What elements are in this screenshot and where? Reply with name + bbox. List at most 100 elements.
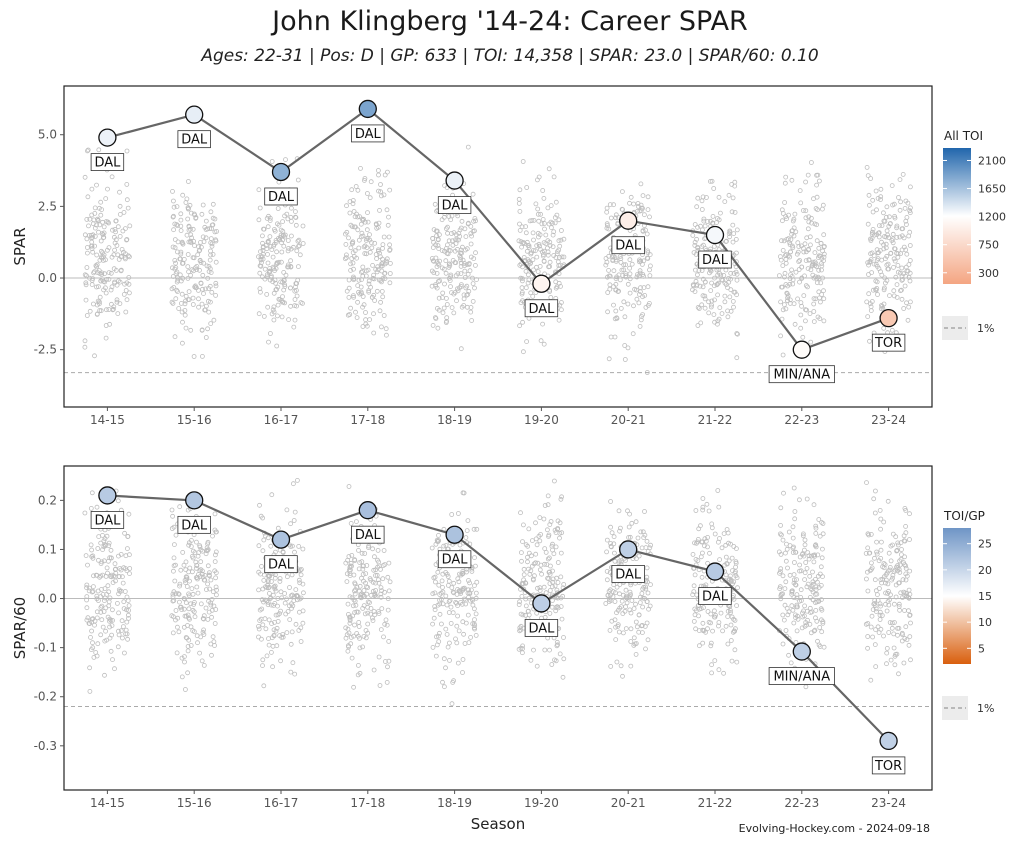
league-point xyxy=(465,271,471,277)
league-point xyxy=(784,216,789,222)
league-point xyxy=(729,209,735,215)
league-point xyxy=(465,220,471,226)
league-point xyxy=(796,259,802,265)
y-tick-label: -0.2 xyxy=(34,690,57,704)
league-point xyxy=(275,206,281,211)
league-point xyxy=(902,636,908,641)
league-point xyxy=(890,531,896,537)
league-point xyxy=(905,317,911,323)
league-point xyxy=(267,234,273,240)
league-point xyxy=(901,244,907,250)
league-point xyxy=(191,211,197,217)
league-point xyxy=(530,257,536,263)
league-point xyxy=(360,264,366,270)
league-point xyxy=(96,557,101,563)
league-point xyxy=(876,234,882,240)
league-point xyxy=(86,621,92,626)
league-point xyxy=(606,356,612,362)
league-point xyxy=(193,539,199,545)
league-point xyxy=(119,618,125,624)
league-point xyxy=(901,660,907,666)
league-point xyxy=(289,592,295,598)
league-point xyxy=(782,586,788,591)
league-point xyxy=(463,234,469,240)
league-point xyxy=(270,664,276,670)
league-point xyxy=(727,229,733,235)
league-point xyxy=(553,199,559,205)
league-point xyxy=(169,299,175,305)
league-point xyxy=(871,253,877,259)
league-point xyxy=(518,261,524,267)
league-point xyxy=(611,541,617,547)
league-point xyxy=(806,247,811,253)
league-point xyxy=(354,584,360,590)
league-point xyxy=(536,234,541,240)
league-point xyxy=(604,577,610,583)
league-point xyxy=(639,623,644,629)
league-point xyxy=(112,226,118,232)
league-point xyxy=(85,148,90,154)
league-point xyxy=(537,567,543,573)
league-point xyxy=(553,279,559,285)
league-point xyxy=(433,634,439,640)
league-point xyxy=(899,226,905,232)
league-point xyxy=(809,220,814,226)
league-point xyxy=(811,296,817,302)
league-point xyxy=(907,537,912,542)
league-point xyxy=(790,550,796,555)
league-point xyxy=(692,612,698,618)
league-point xyxy=(171,524,177,530)
league-point xyxy=(207,283,213,289)
league-point xyxy=(821,288,826,294)
league-point xyxy=(695,603,701,609)
league-point xyxy=(864,164,870,170)
league-point xyxy=(296,628,302,633)
league-point xyxy=(872,510,878,516)
league-point xyxy=(541,259,547,264)
league-point xyxy=(696,526,702,532)
league-point xyxy=(733,236,739,242)
league-point xyxy=(793,612,798,618)
league-point xyxy=(433,283,439,289)
spar-per-60-panel: -0.3-0.2-0.10.00.10.214-15 15-16 16-17 17-1… xyxy=(11,465,994,833)
league-point xyxy=(872,642,878,647)
league-point xyxy=(716,623,721,629)
league-point xyxy=(465,587,471,593)
league-point xyxy=(267,331,273,336)
legend-tick-label: 5 xyxy=(978,642,985,655)
season-point xyxy=(532,594,551,613)
league-point xyxy=(185,612,191,618)
league-point xyxy=(705,219,710,224)
league-point xyxy=(873,287,879,293)
league-point xyxy=(124,607,129,613)
league-point xyxy=(378,591,384,597)
league-point xyxy=(633,652,639,657)
league-point xyxy=(797,279,802,285)
league-point xyxy=(778,254,783,260)
league-point xyxy=(384,260,390,266)
league-point xyxy=(91,584,96,589)
league-point xyxy=(779,207,785,213)
league-point xyxy=(468,231,474,237)
league-point xyxy=(101,257,106,263)
league-point xyxy=(85,615,91,621)
league-point xyxy=(120,574,125,580)
league-point xyxy=(813,608,819,613)
league-point xyxy=(191,609,197,615)
x-tick-label: 22-23 xyxy=(784,796,819,810)
league-point xyxy=(443,320,449,325)
league-point xyxy=(446,578,452,584)
league-point xyxy=(91,270,96,276)
league-point xyxy=(188,643,194,648)
league-point xyxy=(89,212,95,218)
league-point xyxy=(780,352,786,358)
league-point xyxy=(347,620,353,626)
league-point xyxy=(282,232,288,238)
league-point xyxy=(648,263,653,269)
league-point xyxy=(116,256,122,262)
league-point xyxy=(634,296,640,302)
league-point xyxy=(101,224,107,230)
league-point xyxy=(437,278,443,284)
league-point xyxy=(867,202,872,208)
league-point xyxy=(278,608,284,614)
